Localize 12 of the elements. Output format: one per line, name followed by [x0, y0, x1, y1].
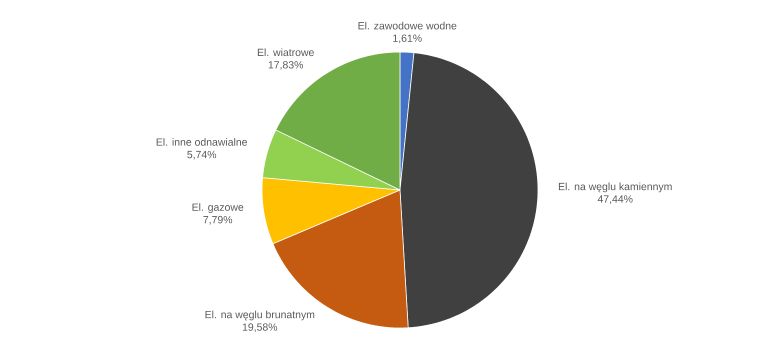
slice-label: El. na węglu brunatnym	[206, 310, 314, 320]
slice-label: El. na węglu kamiennym	[558, 182, 672, 192]
slice-label: El. zawodowe wodne	[358, 22, 456, 30]
data-label: 19,58%	[242, 323, 278, 332]
data-label: 17,83%	[268, 61, 304, 70]
slice-label: El. gazowe	[192, 203, 244, 213]
data-label: 47,44%	[598, 195, 633, 204]
slice-label: El. wiatrowe	[258, 48, 314, 56]
slice-label: El. inne odnawialne	[156, 138, 248, 146]
data-label: 7,79%	[203, 216, 232, 225]
data-label: 1,61%	[393, 34, 422, 44]
data-label: 5,74%	[187, 150, 216, 160]
